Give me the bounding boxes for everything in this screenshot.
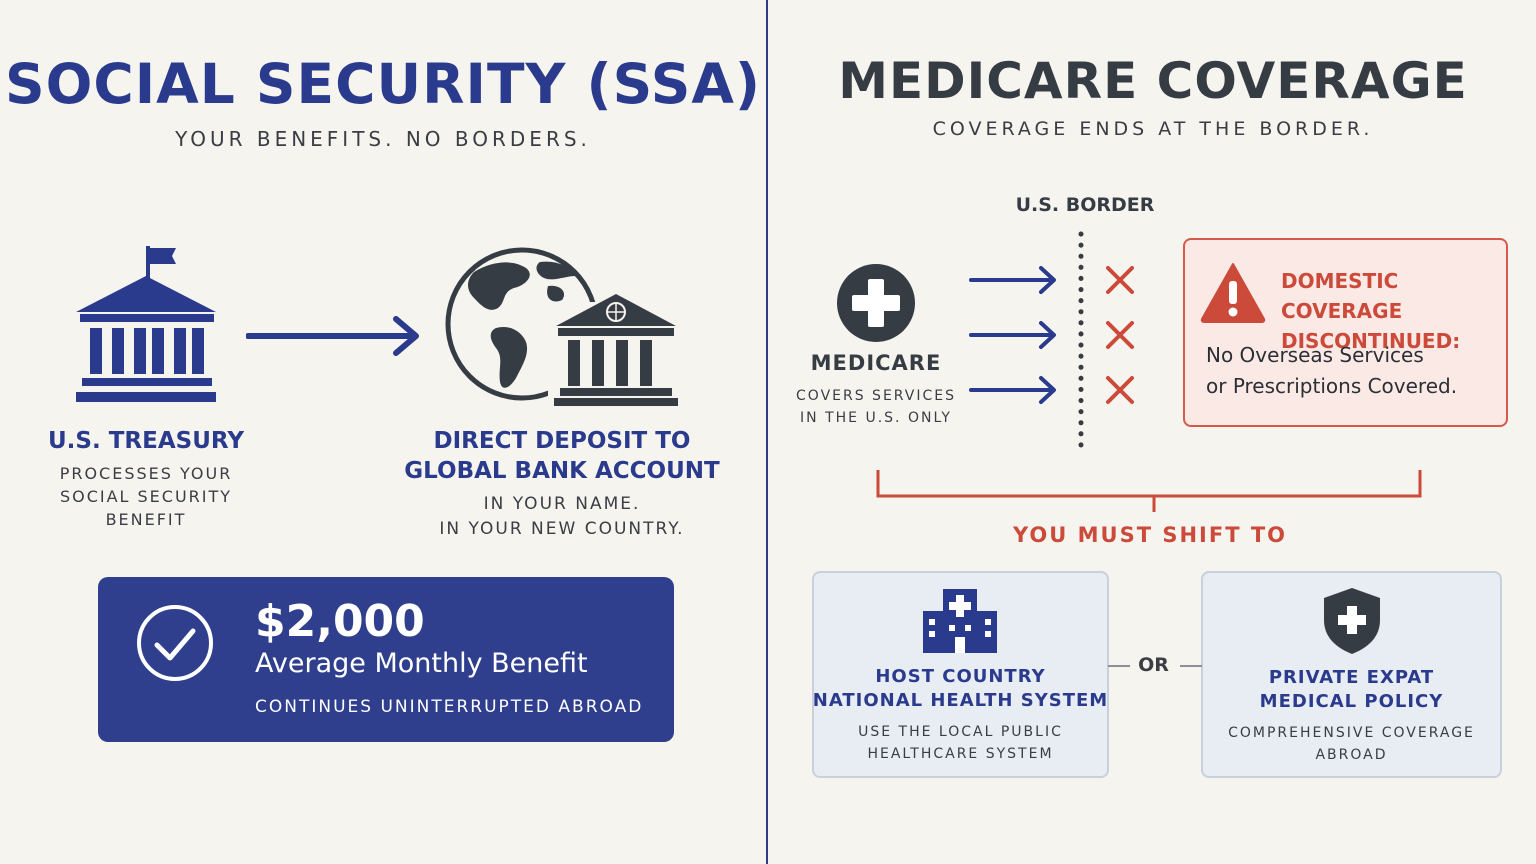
x-mark-icon [1106,266,1134,294]
arrow-right-icon [969,376,1056,404]
warning-triangle-icon [1200,263,1266,323]
globe-icon [445,247,678,408]
option-title-line: HOST COUNTRY [875,666,1046,687]
benefit-callout [98,577,674,742]
option-desc-line: USE THE LOCAL PUBLIC [858,724,1063,740]
warning-text-line: or Prescriptions Covered. [1206,374,1458,398]
check-circle-icon [137,605,213,681]
or-label: OR [1138,654,1169,676]
shield-cross-icon [1324,588,1380,654]
option-desc-line: COMPREHENSIVE COVERAGE [1228,725,1475,741]
bank-icon [554,294,678,406]
option-title-line: MEDICAL POLICY [1259,691,1444,712]
benefit-label: Average Monthly Benefit [255,648,588,679]
option-title-line: NATIONAL HEALTH SYSTEM [812,690,1109,711]
treasury-label: U.S. TREASURY [48,428,244,454]
medicare-subtitle: COVERAGE ENDS AT THE BORDER. [932,118,1374,140]
medicare-desc-line: COVERS SERVICES [796,388,956,404]
shift-bracket [876,470,1422,512]
hospital-icon [923,589,997,653]
treasury-desc-line: PROCESSES YOUR [59,464,233,483]
arrow-right-icon [969,321,1056,349]
deposit-label-line: GLOBAL BANK ACCOUNT [404,458,720,484]
shift-label: YOU MUST SHIFT TO [1012,523,1288,547]
warning-title-line: DISCONTINUED: [1281,329,1461,353]
medicare-title: MEDICARE COVERAGE [838,52,1468,110]
medicare-desc-line: IN THE U.S. ONLY [800,410,952,426]
government-building-icon [76,246,216,402]
x-mark-icon [1106,321,1134,349]
deposit-desc-line: IN YOUR NAME. [483,494,641,514]
warning-text-line: No Overseas Services [1206,343,1424,367]
option-desc-line: HEALTHCARE SYSTEM [867,746,1054,762]
deposit-desc-line: IN YOUR NEW COUNTRY. [439,519,685,539]
benefit-amount: $2,000 [255,596,425,647]
medicare-label: MEDICARE [810,351,942,375]
arrow-right-icon [246,316,419,356]
ssa-subtitle: YOUR BENEFITS. NO BORDERS. [175,127,591,151]
or-connector [1108,665,1202,667]
benefit-note: CONTINUES UNINTERRUPTED ABROAD [255,697,644,717]
treasury-desc-line: SOCIAL SECURITY [59,487,233,506]
medical-cross-icon [837,264,915,342]
option-card-national-health [812,571,1109,778]
panel-divider [766,0,768,864]
x-mark-icon [1106,376,1134,404]
option-title-line: PRIVATE EXPAT [1268,667,1435,688]
border-barrier-diagram [969,231,1134,457]
deposit-label-line: DIRECT DEPOSIT TO [433,428,691,454]
arrow-right-icon [969,266,1056,294]
treasury-desc-line: BENEFIT [105,510,187,529]
border-label: U.S. BORDER [1015,194,1155,216]
ssa-title: SOCIAL SECURITY (SSA) [4,52,762,116]
warning-title-line: DOMESTIC COVERAGE [1281,269,1403,323]
option-desc-line: ABROAD [1315,747,1388,763]
